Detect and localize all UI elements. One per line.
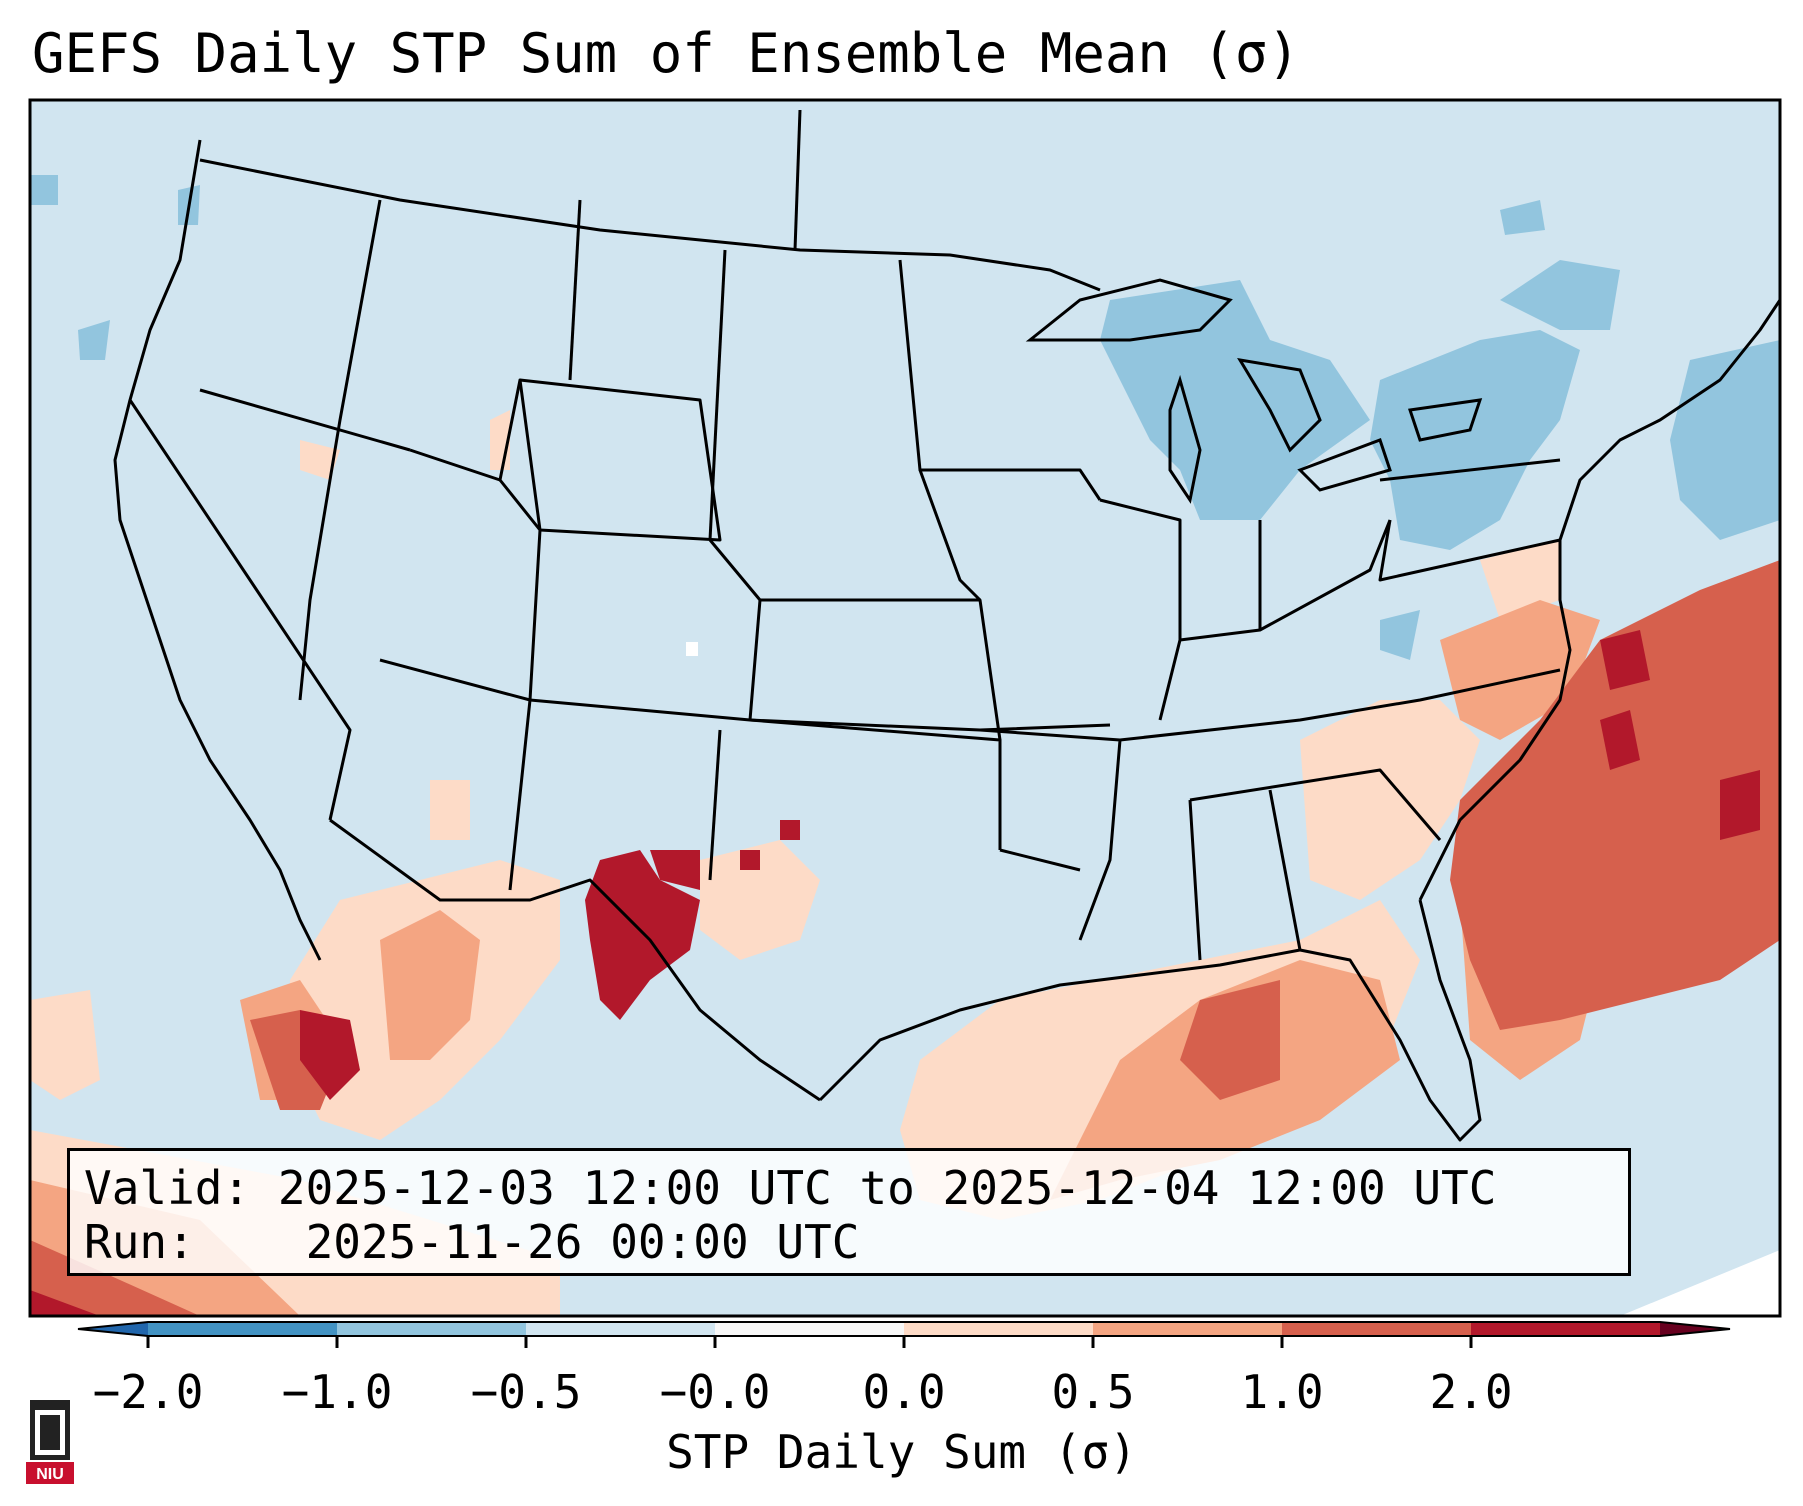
colorbar-segment xyxy=(1471,1322,1661,1336)
colorbar-over-arrow xyxy=(1660,1322,1730,1336)
colorbar-tick-label: −0.5 xyxy=(470,1365,582,1419)
run-label: Run: xyxy=(84,1215,195,1269)
valid-label: Valid: xyxy=(84,1161,251,1215)
colorbar-segment xyxy=(715,1322,905,1336)
colorbar-segment xyxy=(1093,1322,1283,1336)
colorbar-segment xyxy=(337,1322,527,1336)
colorbar-tick-label: 1.0 xyxy=(1240,1365,1324,1419)
colorbar-under-arrow xyxy=(78,1322,148,1336)
colorbar-segment xyxy=(904,1322,1094,1336)
colorbar-segment xyxy=(526,1322,716,1336)
state-borders xyxy=(113,109,1780,1142)
colorbar-label: STP Daily Sum (σ) xyxy=(666,1425,1137,1479)
colorbar-segment xyxy=(148,1322,338,1336)
chart-title: GEFS Daily STP Sum of Ensemble Mean (σ) xyxy=(32,22,1300,85)
colorbar-tick-label: −2.0 xyxy=(92,1365,204,1419)
great-lakes xyxy=(1025,278,1483,504)
run-row: Run: 2025-11-26 00:00 UTC xyxy=(84,1215,859,1269)
niu-logo: NIU xyxy=(26,1400,74,1484)
colorbar-tick-label: 0.5 xyxy=(1051,1365,1135,1419)
colorbar-tick-label: −0.0 xyxy=(659,1365,771,1419)
logo-text: NIU xyxy=(36,1466,64,1483)
valid-row: Valid: 2025-12-03 12:00 UTC to 2025-12-0… xyxy=(84,1161,1496,1215)
map-frame xyxy=(28,98,1782,1318)
run-value: 2025-11-26 00:00 UTC xyxy=(305,1215,860,1269)
colorbar-ticks xyxy=(146,1336,1473,1348)
colorbar-segments xyxy=(77,1321,1731,1337)
valid-value: 2025-12-03 12:00 UTC to 2025-12-04 12:00… xyxy=(277,1161,1497,1215)
colorbar-tick-label: −1.0 xyxy=(281,1365,393,1419)
colorbar-tick-label: 2.0 xyxy=(1429,1365,1513,1419)
colorbar-tick-label: 0.0 xyxy=(862,1365,946,1419)
negative-anomaly-patches xyxy=(30,175,1780,660)
colorbar-segment xyxy=(1282,1322,1472,1336)
extreme-positive-patches xyxy=(30,630,1760,1316)
colorbar-outline xyxy=(77,1321,1731,1337)
valid-run-info-box: Valid: 2025-12-03 12:00 UTC to 2025-12-0… xyxy=(67,1148,1631,1276)
